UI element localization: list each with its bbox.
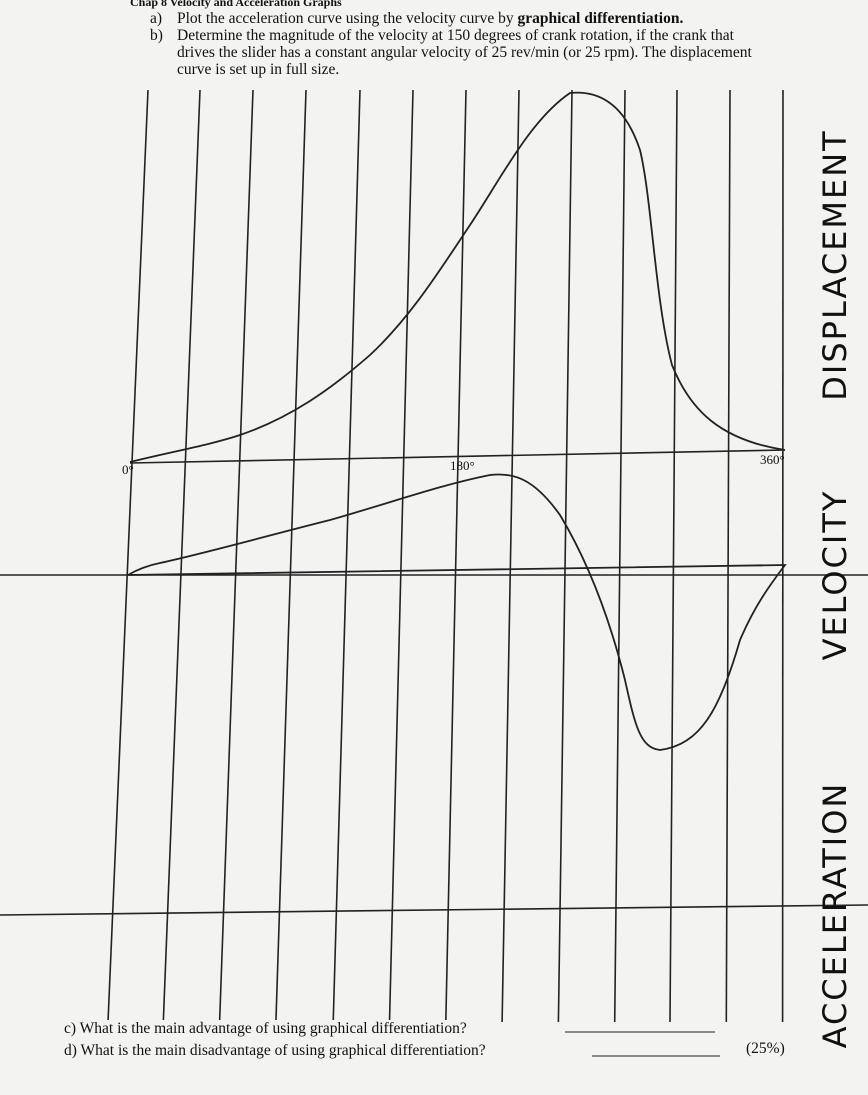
grid-line: [388, 89, 414, 1023]
grid-line: [669, 89, 678, 1023]
curve-label: VELOCITY: [816, 489, 854, 661]
acceleration-axis: [0, 904, 868, 916]
item-text: Plot the acceleration curve using the ve…: [177, 10, 767, 27]
curve-label: ACCELERATION: [816, 781, 854, 1049]
curve-label: DISPLACEMENT: [816, 129, 854, 401]
item-label: b): [150, 27, 163, 44]
item-emphasis: graphical differentiation.: [517, 10, 684, 27]
grid-line: [275, 89, 307, 1023]
grid-line: [501, 89, 520, 1023]
grid-line: [725, 89, 731, 1023]
start-label: 0°: [122, 462, 134, 477]
grid-lines: [107, 89, 784, 1023]
end-label: 360°: [760, 452, 785, 467]
grid-line: [557, 89, 573, 1023]
grid-line: [613, 89, 626, 1023]
question: c) What is the main advantage of using g…: [64, 1020, 471, 1037]
displacement-axis: [129, 449, 786, 464]
grid-line: [445, 89, 467, 1023]
item-label: a): [150, 10, 163, 27]
item-text: Determine the magnitude of the velocity …: [177, 27, 752, 78]
grid-line: [332, 89, 361, 1023]
mid-label: 180°: [450, 458, 475, 473]
grid-line: [218, 89, 254, 1023]
item-text: Plot the acceleration curve using the ve…: [177, 10, 518, 27]
points: (25%): [746, 1040, 785, 1057]
velocity-curve: [127, 473, 787, 751]
grid-line: [162, 89, 201, 1023]
question: d) What is the main disadvantage of usin…: [64, 1042, 490, 1059]
header-title: Chap 8 Velocity and Acceleration Graphs: [130, 0, 342, 9]
grid-line: [107, 89, 149, 1023]
displacement-curve: [129, 91, 786, 463]
